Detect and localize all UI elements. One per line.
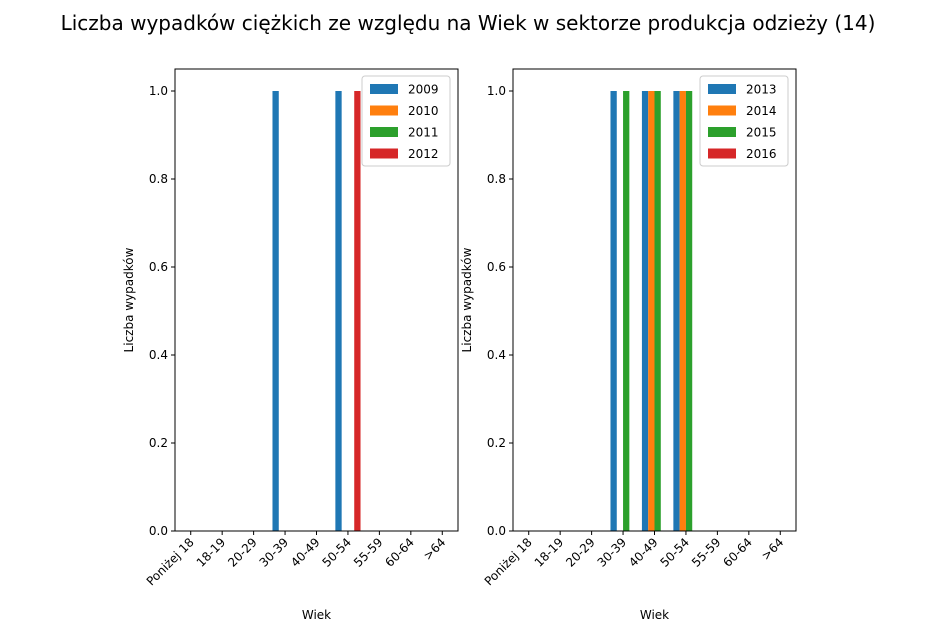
x-tick-label: 55-59 [689, 535, 724, 570]
y-tick-label: 0.8 [487, 172, 506, 186]
x-tick-label: 18-19 [194, 535, 229, 570]
y-tick-label: 1.0 [487, 84, 506, 98]
x-tick-label: 40-49 [626, 535, 661, 570]
bar-2009-30-39 [272, 91, 279, 531]
chart-right: 0.0 0.2 0.4 0.6 0.8 1.0 Poniżej 1818-1920-2930… [460, 68, 797, 622]
x-tick-label: 20-29 [225, 535, 260, 570]
x-tick-label: 30-39 [595, 535, 630, 570]
x-tick-label: >64 [421, 535, 449, 563]
y-tick-label: 0.4 [487, 348, 506, 362]
figure-title: Liczba wypadków ciężkich ze względu na W… [61, 11, 876, 35]
legend-label-2012: 2012 [408, 147, 439, 161]
bar-2013-40-49 [641, 91, 649, 531]
y-tick-label: 0.2 [149, 436, 168, 450]
x-axis-label: Wiek [302, 608, 331, 622]
x-tick-label: 30-39 [257, 535, 292, 570]
y-tick-label: 0.8 [149, 172, 168, 186]
legend-box [699, 75, 789, 167]
legend-box [361, 75, 451, 167]
legend-swatch-2012 [370, 148, 398, 159]
x-tick-label: 40-49 [288, 535, 323, 570]
y-tick-label: 0.2 [487, 436, 506, 450]
legend-swatch-2015 [708, 127, 736, 137]
bar-2013-30-39 [610, 91, 617, 531]
chart-left: 0.0 0.2 0.4 0.6 0.8 1.0 Poniżej 1818-1920-2930… [122, 68, 459, 622]
legend-swatch-2010 [370, 105, 398, 116]
y-tick-label: 0.4 [149, 348, 168, 362]
bar-2015-30-39 [623, 91, 630, 531]
x-tick-label: 50-54 [658, 535, 693, 570]
x-tick-label: 60-64 [720, 535, 755, 570]
y-tick-label: 0.0 [149, 524, 168, 538]
x-tick-label: 60-64 [382, 535, 417, 570]
x-tick-label: 18-19 [532, 535, 567, 570]
bar-2014-40-49 [648, 91, 655, 531]
legend-swatch-2014 [708, 105, 736, 116]
y-axis-label: Liczba wypadków [460, 247, 474, 352]
legend-swatch-2009 [370, 84, 398, 94]
bar-2015-50-54 [685, 91, 693, 531]
bar-2015-40-49 [654, 91, 661, 531]
bar-2014-50-54 [679, 91, 686, 531]
x-tick-label: Poniżej 18 [482, 535, 535, 588]
legend-label-2013: 2013 [746, 83, 777, 97]
legend: 2013 2014 2015 2016 [699, 75, 789, 167]
legend-label-2010: 2010 [408, 104, 439, 118]
bar-2012-50-54 [354, 91, 361, 531]
legend-label-2016: 2016 [746, 147, 777, 161]
legend-swatch-2011 [370, 127, 398, 137]
x-tick-label: 55-59 [351, 535, 386, 570]
bar-2009-50-54 [335, 91, 342, 531]
bar-2013-50-54 [673, 91, 680, 531]
y-tick-label: 0.6 [149, 260, 168, 274]
x-tick-label: >64 [759, 535, 787, 563]
legend-label-2015: 2015 [746, 126, 777, 140]
x-tick-label: 50-54 [320, 535, 355, 570]
legend: 2009 2010 2011 2012 [361, 75, 451, 167]
legend-swatch-2013 [708, 84, 736, 94]
legend-label-2014: 2014 [746, 104, 777, 118]
x-tick-label: 20-29 [563, 535, 598, 570]
y-tick-label: 0.0 [487, 524, 506, 538]
y-tick-label: 0.6 [487, 260, 506, 274]
y-tick-label: 1.0 [149, 84, 168, 98]
x-tick-label: Poniżej 18 [144, 535, 197, 588]
legend-swatch-2016 [708, 148, 736, 159]
legend-label-2009: 2009 [408, 83, 439, 97]
y-axis-label: Liczba wypadków [122, 247, 136, 352]
x-axis-label: Wiek [640, 608, 669, 622]
legend-label-2011: 2011 [408, 126, 439, 140]
